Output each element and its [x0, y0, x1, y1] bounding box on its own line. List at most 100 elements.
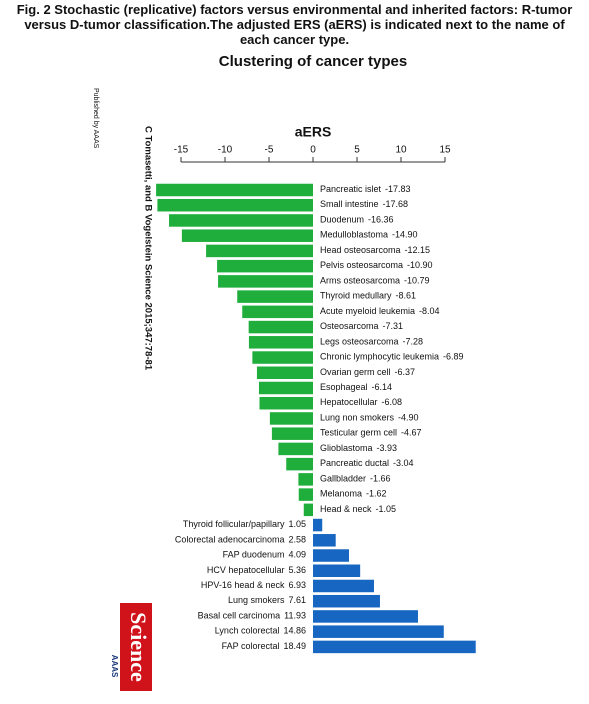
category-label: Lung smokers: [228, 596, 285, 606]
value-label: 4.09: [288, 550, 306, 560]
category-label: Colorectal adenocarcinoma: [175, 535, 285, 545]
bar: [313, 625, 444, 638]
category-label: HPV-16 head & neck: [201, 580, 285, 590]
bar-label: Glioblastoma -3.93: [320, 443, 397, 453]
value-label: -1.66: [370, 474, 391, 484]
category-label: Osteosarcoma: [320, 321, 379, 331]
publisher-note: Published by AAAS: [92, 88, 99, 149]
logo-org: AAAS: [110, 655, 119, 678]
value-label: 11.93: [284, 611, 306, 621]
bar-label: Testicular germ cell -4.67: [320, 428, 422, 438]
bar-label: Head osteosarcoma -12.15: [320, 245, 430, 255]
bar: [271, 427, 313, 440]
category-label: Ovarian germ cell: [320, 367, 391, 377]
bar: [313, 549, 349, 562]
bar: [313, 534, 336, 547]
value-label: 7.61: [288, 596, 306, 606]
category-label: Pancreatic ductal: [320, 459, 389, 469]
value-label: -8.04: [419, 306, 440, 316]
value-label: 6.93: [288, 580, 306, 590]
bar: [169, 214, 313, 227]
bar-label: Colorectal adenocarcinoma 2.58: [175, 535, 306, 545]
bar-label: FAP duodenum 4.09: [223, 550, 306, 560]
value-label: -16.36: [368, 215, 394, 225]
x-axis-label: aERS: [295, 124, 332, 140]
category-label: Thyroid medullary: [320, 291, 392, 301]
value-label: 18.49: [283, 641, 306, 651]
bar-label: Lynch colorectal 14.86: [215, 626, 306, 636]
bar-label: Small intestine -17.68: [320, 200, 408, 210]
bar: [313, 594, 380, 608]
category-label: Glioblastoma: [320, 443, 373, 453]
category-label: Chronic lymphocytic leukemia: [320, 352, 439, 362]
value-label: 2.58: [288, 535, 306, 545]
category-label: Esophageal: [320, 382, 368, 392]
category-label: Head & neck: [320, 504, 372, 514]
bar-label: FAP colorectal 18.49: [222, 641, 306, 651]
bar-label: Head & neck -1.05: [320, 504, 396, 514]
category-label: Lung non smokers: [320, 413, 395, 423]
bar-label: Pancreatic islet -17.83: [320, 184, 411, 194]
bar: [248, 320, 313, 334]
category-label: Hepatocellular: [320, 398, 378, 408]
value-label: 1.05: [288, 519, 306, 529]
value-label: -4.67: [401, 428, 422, 438]
bar-label: Gallbladder -1.66: [320, 474, 391, 484]
category-label: Lynch colorectal: [215, 626, 280, 636]
category-label: Duodenum: [320, 215, 364, 225]
bar: [218, 275, 313, 288]
logo-name: Science: [126, 612, 151, 682]
bar-label: Arms osteosarcoma -10.79: [320, 276, 430, 286]
category-label: Basal cell carcinoma: [198, 611, 281, 621]
bar-label: Chronic lymphocytic leukemia -6.89: [320, 352, 464, 362]
value-label: 14.86: [283, 626, 306, 636]
value-label: -1.62: [366, 489, 387, 499]
value-label: -6.14: [372, 382, 393, 392]
bar-label: Thyroid follicular/papillary 1.05: [183, 519, 306, 529]
category-label: Head osteosarcoma: [320, 245, 401, 255]
bar: [313, 518, 323, 532]
bar: [313, 640, 476, 654]
bar-label: Hepatocellular -6.08: [320, 398, 402, 408]
category-label: Arms osteosarcoma: [320, 276, 400, 286]
bar: [278, 442, 313, 456]
category-label: Thyroid follicular/papillary: [183, 519, 285, 529]
bar: [313, 579, 374, 593]
bar: [181, 229, 313, 242]
bar-label: Lung smokers 7.61: [228, 596, 306, 606]
bar-label: HPV-16 head & neck 6.93: [201, 580, 306, 590]
x-tick-label: 15: [439, 145, 451, 156]
category-label: FAP duodenum: [223, 550, 285, 560]
bar: [286, 457, 313, 471]
bar: [237, 290, 313, 303]
bar: [313, 564, 361, 577]
bar: [248, 336, 313, 349]
bar-label: Medulloblastoma -14.90: [320, 230, 418, 240]
bar-label: Basal cell carcinoma 11.93: [198, 611, 306, 621]
value-label: -17.68: [383, 200, 409, 210]
category-label: Small intestine: [320, 200, 379, 210]
bar: [256, 366, 313, 380]
value-label: -4.90: [398, 413, 419, 423]
value-label: -6.89: [443, 352, 464, 362]
x-tick-label: -10: [218, 145, 233, 156]
value-label: -3.04: [393, 459, 414, 469]
bar: [269, 412, 313, 425]
value-label: 5.36: [288, 565, 306, 575]
bar-label: Esophageal -6.14: [320, 382, 392, 392]
bar-label: Pancreatic ductal -3.04: [320, 459, 414, 469]
category-label: Melanoma: [320, 489, 362, 499]
category-label: Acute myeloid leukemia: [320, 306, 415, 316]
bar-label: Melanoma -1.62: [320, 489, 387, 499]
value-label: -3.93: [377, 443, 398, 453]
bar: [156, 183, 313, 197]
value-label: -6.08: [382, 398, 403, 408]
bar-label: Osteosarcoma -7.31: [320, 321, 403, 331]
chart-title: Clustering of cancer types: [219, 53, 407, 70]
bar-label: Thyroid medullary -8.61: [320, 291, 416, 301]
x-tick-label: -5: [265, 145, 274, 156]
figure-title: Fig. 2 Stochastic (replicative) factors …: [16, 2, 573, 47]
bar-label: Pelvis osteosarcoma -10.90: [320, 261, 433, 271]
